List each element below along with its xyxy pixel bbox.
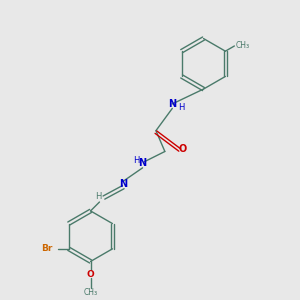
Text: O: O (178, 143, 187, 154)
Text: CH₃: CH₃ (236, 41, 250, 50)
Text: N: N (139, 158, 147, 168)
Text: O: O (87, 270, 94, 279)
Text: N: N (119, 179, 127, 189)
Text: H: H (178, 103, 184, 112)
Text: H: H (134, 156, 140, 165)
Text: Br: Br (41, 244, 52, 253)
Text: H: H (95, 192, 101, 201)
Text: N: N (168, 99, 176, 109)
Text: CH₃: CH₃ (83, 288, 98, 297)
